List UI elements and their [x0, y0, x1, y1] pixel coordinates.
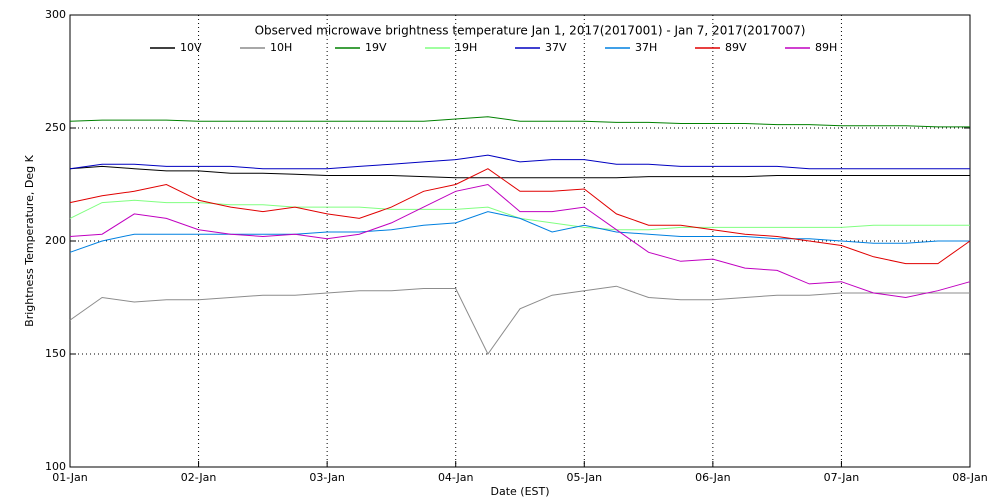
x-tick-label: 08-Jan [952, 471, 988, 484]
x-tick-label: 02-Jan [181, 471, 217, 484]
x-tick-label: 07-Jan [824, 471, 860, 484]
legend-label: 37H [635, 41, 657, 54]
series-line [69, 285, 970, 355]
series-line [69, 154, 970, 170]
chart-title: Observed microwave brightness temperatur… [255, 24, 806, 38]
legend-label: 89V [725, 41, 747, 54]
series-line [69, 168, 971, 265]
x-tick-label: 03-Jan [309, 471, 345, 484]
series-line [69, 199, 970, 231]
series-line [69, 183, 971, 299]
legend-label: 19H [455, 41, 477, 54]
y-tick-label: 200 [45, 234, 66, 247]
y-axis-label: Brightness Temperature, Deg K [23, 154, 36, 326]
x-tick-label: 04-Jan [438, 471, 474, 484]
x-axis-label: Date (EST) [490, 485, 549, 498]
y-tick-label: 300 [45, 8, 66, 21]
series-line [69, 116, 970, 128]
legend-label: 10H [270, 41, 292, 54]
x-tick-label: 05-Jan [567, 471, 603, 484]
y-tick-label: 250 [45, 121, 66, 134]
legend-label: 89H [815, 41, 837, 54]
legend-label: 19V [365, 41, 387, 54]
series-line [69, 165, 970, 179]
y-tick-label: 100 [45, 460, 66, 473]
legend-label: 37V [545, 41, 567, 54]
x-tick-label: 06-Jan [695, 471, 731, 484]
x-tick-label: 01-Jan [52, 471, 88, 484]
legend-label: 10V [180, 41, 202, 54]
y-tick-label: 150 [45, 347, 66, 360]
series-line [69, 211, 970, 253]
